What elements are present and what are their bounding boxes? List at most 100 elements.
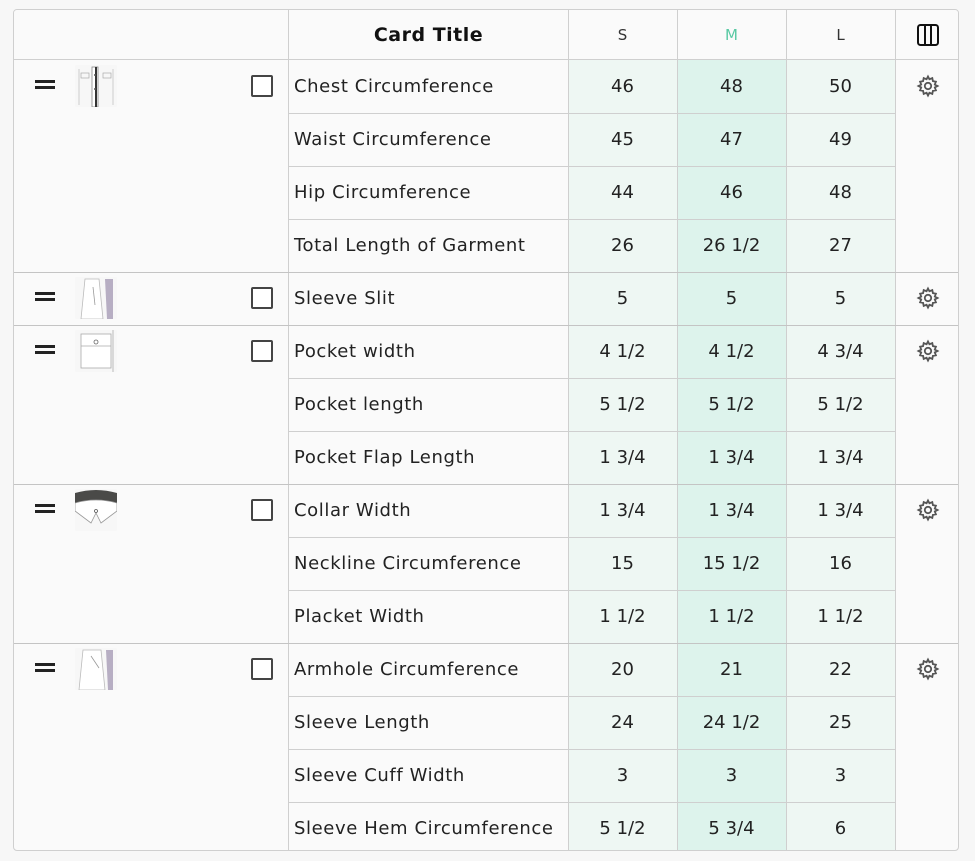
group-select-checkbox[interactable] — [251, 499, 273, 521]
table-row: Sleeve Slit 5 5 5 — [289, 272, 895, 325]
measurement-label[interactable]: Pocket length — [294, 394, 424, 415]
columns-icon[interactable] — [916, 23, 940, 47]
size-s-value[interactable]: 1 1/2 — [599, 606, 646, 627]
gear-icon[interactable] — [916, 657, 940, 681]
sleeve-thumbnail — [75, 648, 117, 690]
table-row: Pocket length 5 1/2 5 1/2 5 1/2 — [289, 378, 895, 431]
size-l-value[interactable]: 27 — [829, 235, 852, 256]
table-row: Neckline Circumference 15 15 1/2 16 — [289, 537, 895, 590]
measurement-group: Pocket width 4 1/2 4 1/2 4 3/4 Pocket length… — [14, 325, 958, 484]
table-row: Collar Width 1 3/4 1 3/4 1 3/4 — [289, 484, 895, 537]
drag-handle-icon[interactable] — [35, 290, 55, 304]
size-l-value[interactable]: 48 — [829, 182, 852, 203]
table-row: Pocket width 4 1/2 4 1/2 4 3/4 — [289, 325, 895, 378]
size-chart-grid: Card Title S M L Chest Circumference 46 48… — [13, 9, 959, 851]
measurement-label[interactable]: Sleeve Length — [294, 712, 430, 733]
size-s-column-bg — [568, 60, 677, 850]
measurement-label[interactable]: Hip Circumference — [294, 182, 472, 203]
table-header: Card Title S M L — [14, 10, 958, 60]
measurement-label[interactable]: Pocket Flap Length — [294, 447, 476, 468]
size-s-value[interactable]: 4 1/2 — [599, 341, 646, 362]
measurement-label[interactable]: Collar Width — [294, 500, 412, 521]
size-l-value[interactable]: 49 — [829, 129, 852, 150]
measurement-label[interactable]: Sleeve Cuff Width — [294, 765, 465, 786]
size-m-value[interactable]: 3 — [725, 765, 738, 786]
pocket-thumbnail — [75, 330, 117, 372]
table-row: Sleeve Hem Circumference 5 1/2 5 3/4 6 — [289, 802, 895, 850]
size-s-value[interactable]: 24 — [611, 712, 634, 733]
size-s-value[interactable]: 1 3/4 — [599, 447, 646, 468]
size-m-value[interactable]: 4 1/2 — [708, 341, 755, 362]
measurement-group: Sleeve Slit 5 5 5 — [14, 272, 958, 325]
size-m-value[interactable]: 1 3/4 — [708, 500, 755, 521]
measurement-label[interactable]: Total Length of Garment — [294, 235, 526, 256]
size-m-value[interactable]: 5 1/2 — [708, 394, 755, 415]
drag-handle-icon[interactable] — [35, 343, 55, 357]
size-s-value[interactable]: 5 — [616, 288, 629, 309]
size-m-value[interactable]: 1 3/4 — [708, 447, 755, 468]
size-m-value[interactable]: 1 1/2 — [708, 606, 755, 627]
size-l-header[interactable]: L — [836, 25, 845, 44]
size-s-value[interactable]: 5 1/2 — [599, 818, 646, 839]
size-s-value[interactable]: 5 1/2 — [599, 394, 646, 415]
group-select-checkbox[interactable] — [251, 658, 273, 680]
measurement-label[interactable]: Chest Circumference — [294, 76, 494, 97]
size-m-value[interactable]: 5 — [725, 288, 738, 309]
size-l-value[interactable]: 3 — [834, 765, 847, 786]
size-s-value[interactable]: 44 — [611, 182, 634, 203]
size-m-value[interactable]: 26 1/2 — [702, 235, 761, 256]
size-m-header[interactable]: M — [677, 10, 786, 59]
gear-icon[interactable] — [916, 286, 940, 310]
size-s-value[interactable]: 15 — [611, 553, 634, 574]
table-row: Hip Circumference 44 46 48 — [289, 166, 895, 219]
drag-handle-icon[interactable] — [35, 661, 55, 675]
measurement-label[interactable]: Sleeve Slit — [294, 288, 396, 309]
size-m-column-bg — [677, 60, 786, 850]
size-l-column-bg — [786, 60, 895, 850]
gear-icon[interactable] — [916, 339, 940, 363]
size-l-value[interactable]: 22 — [829, 659, 852, 680]
group-select-checkbox[interactable] — [251, 75, 273, 97]
size-m-value[interactable]: 46 — [720, 182, 743, 203]
size-s-value[interactable]: 20 — [611, 659, 634, 680]
size-l-value[interactable]: 4 3/4 — [817, 341, 864, 362]
size-s-value[interactable]: 1 3/4 — [599, 500, 646, 521]
size-l-value[interactable]: 50 — [829, 76, 852, 97]
measurement-label[interactable]: Neckline Circumference — [294, 553, 522, 574]
card-title-header[interactable]: Card Title — [373, 23, 484, 46]
measurement-label[interactable]: Armhole Circumference — [294, 659, 520, 680]
size-l-value[interactable]: 25 — [829, 712, 852, 733]
drag-handle-icon[interactable] — [35, 78, 55, 92]
size-l-value[interactable]: 1 3/4 — [817, 500, 864, 521]
group-select-checkbox[interactable] — [251, 287, 273, 309]
size-l-value[interactable]: 5 — [834, 288, 847, 309]
table-row: Chest Circumference 46 48 50 — [289, 60, 895, 113]
size-s-header[interactable]: S — [617, 25, 628, 44]
size-l-value[interactable]: 1 3/4 — [817, 447, 864, 468]
size-l-value[interactable]: 6 — [834, 818, 847, 839]
gear-icon[interactable] — [916, 74, 940, 98]
size-l-value[interactable]: 16 — [829, 553, 852, 574]
size-m-value[interactable]: 47 — [720, 129, 743, 150]
size-s-value[interactable]: 46 — [611, 76, 634, 97]
measurement-label[interactable]: Placket Width — [294, 606, 425, 627]
size-s-value[interactable]: 3 — [616, 765, 629, 786]
measurement-label[interactable]: Sleeve Hem Circumference — [294, 818, 554, 839]
size-l-value[interactable]: 5 1/2 — [817, 394, 864, 415]
size-m-value[interactable]: 48 — [720, 76, 743, 97]
size-s-value[interactable]: 26 — [611, 235, 634, 256]
size-m-value[interactable]: 5 3/4 — [708, 818, 755, 839]
table-row: Placket Width 1 1/2 1 1/2 1 1/2 — [289, 590, 895, 643]
size-m-value[interactable]: 15 1/2 — [702, 553, 761, 574]
size-s-value[interactable]: 45 — [611, 129, 634, 150]
gear-icon[interactable] — [916, 498, 940, 522]
group-select-checkbox[interactable] — [251, 340, 273, 362]
measurement-label[interactable]: Pocket width — [294, 341, 416, 362]
size-m-value[interactable]: 24 1/2 — [702, 712, 761, 733]
size-l-value[interactable]: 1 1/2 — [817, 606, 864, 627]
measurement-label[interactable]: Waist Circumference — [294, 129, 492, 150]
drag-handle-icon[interactable] — [35, 502, 55, 516]
measurement-group: Armhole Circumference 20 21 22 Sleeve Length… — [14, 643, 958, 850]
size-m-value[interactable]: 21 — [720, 659, 743, 680]
sleeve-slit-thumbnail — [75, 277, 117, 319]
